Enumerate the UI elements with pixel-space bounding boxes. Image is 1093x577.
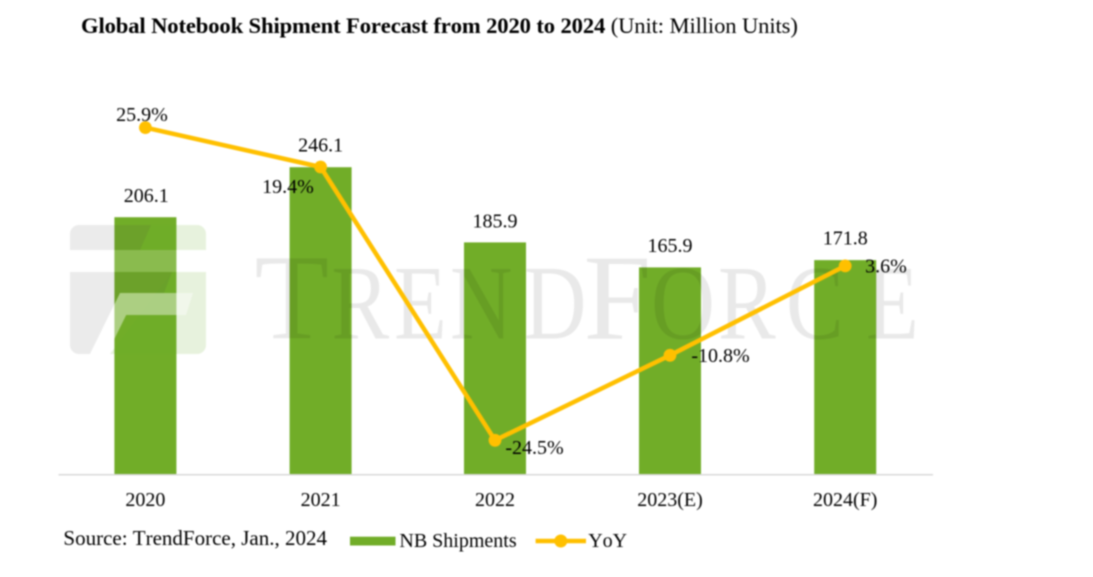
- svg-text:Source: TrendForce, Jan., 2024: Source: TrendForce, Jan., 2024: [63, 526, 327, 550]
- svg-text:171.8: 171.8: [823, 228, 868, 250]
- svg-text:R: R: [718, 244, 776, 361]
- svg-text:F: F: [584, 231, 652, 366]
- svg-text:Global Notebook Shipment Forec: Global Notebook Shipment Forecast from 2…: [81, 13, 798, 38]
- svg-text:25.9%: 25.9%: [116, 104, 168, 126]
- svg-text:C: C: [786, 244, 844, 361]
- svg-text:T: T: [255, 231, 330, 366]
- svg-text:E: E: [394, 244, 447, 361]
- svg-text:2022: 2022: [475, 489, 515, 511]
- svg-text:2020: 2020: [125, 489, 165, 511]
- svg-text:N: N: [450, 244, 512, 361]
- svg-text:D: D: [524, 244, 586, 361]
- svg-text:E: E: [866, 244, 919, 361]
- svg-text:165.9: 165.9: [648, 235, 693, 257]
- svg-text:-24.5%: -24.5%: [505, 437, 563, 459]
- svg-text:2023(E): 2023(E): [637, 489, 703, 511]
- svg-text:2021: 2021: [301, 489, 341, 511]
- svg-text:206.1: 206.1: [124, 185, 169, 207]
- svg-text:YoY: YoY: [588, 530, 627, 552]
- svg-text:19.4%: 19.4%: [262, 176, 314, 198]
- svg-text:185.9: 185.9: [473, 211, 518, 233]
- svg-text:-10.8%: -10.8%: [691, 345, 749, 367]
- svg-text:2024(F): 2024(F): [813, 489, 877, 511]
- svg-text:3.6%: 3.6%: [865, 256, 907, 278]
- svg-text:246.1: 246.1: [298, 135, 343, 157]
- svg-text:O: O: [651, 245, 715, 362]
- svg-text:NB Shipments: NB Shipments: [399, 530, 516, 552]
